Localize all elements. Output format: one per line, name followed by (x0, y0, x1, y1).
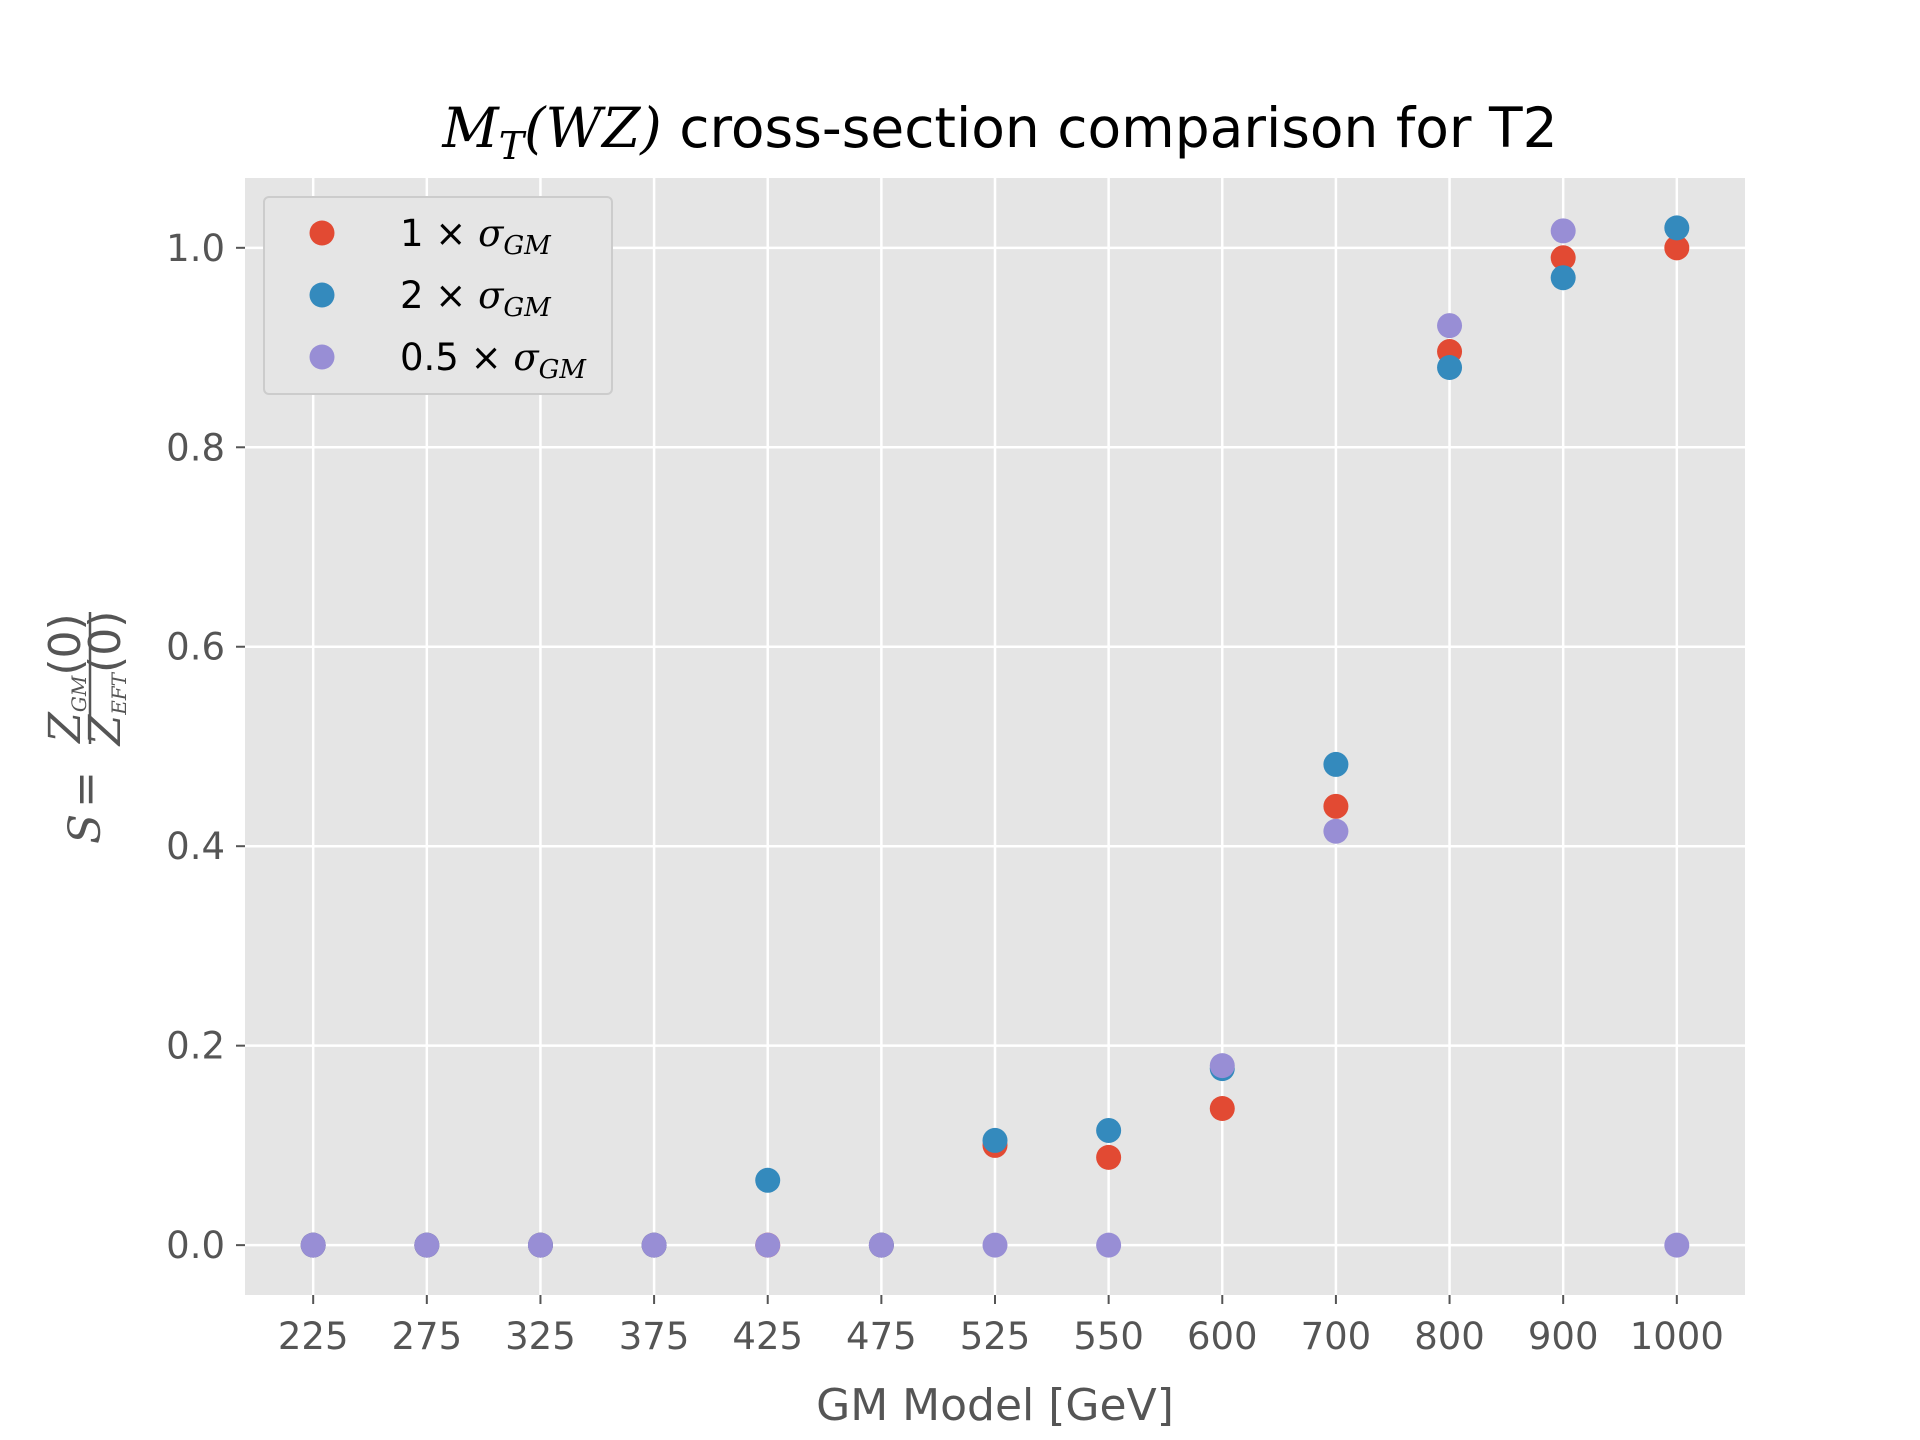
x-tick-label: 225 (278, 1315, 349, 1358)
x-axis-label: GM Model [GeV] (816, 1380, 1174, 1431)
x-tick-label: 800 (1414, 1315, 1485, 1358)
y-tick-label: 1.0 (166, 227, 225, 270)
data-point-series-1 (1096, 1144, 1122, 1170)
data-point-series-3 (527, 1232, 553, 1258)
x-tick-label: 600 (1187, 1315, 1258, 1358)
x-tick-label: 700 (1301, 1315, 1372, 1358)
x-tick-label: 375 (619, 1315, 690, 1358)
x-tick-label: 550 (1073, 1315, 1144, 1358)
data-point-series-2 (1664, 215, 1690, 241)
svg-text:ZEFT(0): ZEFT(0) (80, 611, 131, 748)
legend-marker (309, 220, 335, 246)
data-point-series-3 (755, 1232, 781, 1258)
data-points (300, 215, 1690, 1258)
data-point-series-1 (1664, 235, 1690, 261)
data-point-series-2 (1550, 265, 1576, 291)
data-point-series-2 (755, 1167, 781, 1193)
data-point-series-3 (1209, 1053, 1235, 1079)
x-tick-label: 1000 (1630, 1315, 1724, 1358)
y-tick-label: 0.0 (166, 1224, 225, 1267)
data-point-series-1 (1209, 1096, 1235, 1122)
x-tick-label: 900 (1528, 1315, 1599, 1358)
legend-box (263, 196, 613, 395)
data-point-series-3 (1096, 1232, 1122, 1258)
data-point-series-3 (1550, 218, 1576, 244)
x-tick-label: 425 (732, 1315, 803, 1358)
data-point-series-2 (1323, 751, 1349, 777)
grid-lines (245, 178, 1745, 1295)
data-point-series-2 (1437, 354, 1463, 380)
y-tick-label: 0.8 (166, 426, 225, 469)
legend-entry-label: 0.5 × σGM (400, 336, 587, 385)
x-tick-label: 325 (505, 1315, 576, 1358)
legend-marker (309, 344, 335, 370)
legend-entry-label: 1 × σGM (400, 212, 552, 261)
data-point-series-2 (1096, 1117, 1122, 1143)
y-tick-label: 0.2 (166, 1025, 225, 1068)
data-point-series-1 (1323, 793, 1349, 819)
data-point-series-3 (1664, 1232, 1690, 1258)
x-axis-ticks: 225 275 325 375 425 475 525 550 600 700 800 900 1000 (278, 1295, 1724, 1358)
y-tick-label: 0.4 (166, 825, 225, 868)
x-tick-label: 275 (392, 1315, 463, 1358)
x-tick-label: 475 (846, 1315, 917, 1358)
legend-marker (309, 282, 335, 308)
data-point-series-3 (868, 1232, 894, 1258)
data-point-series-2 (982, 1127, 1008, 1153)
svg-text:S=: S= (60, 771, 111, 844)
y-tick-label: 0.6 (166, 626, 225, 669)
data-point-series-3 (300, 1232, 326, 1258)
svg-text:ZGM(0): ZGM(0) (40, 613, 91, 744)
data-point-series-3 (414, 1232, 440, 1258)
y-axis-label: S= ZGM(0) ZEFT(0) (40, 611, 131, 844)
data-point-series-3 (1323, 818, 1349, 844)
data-point-series-3 (982, 1232, 1008, 1258)
data-point-series-3 (1437, 313, 1463, 339)
legend: 1 × σGM 2 × σGM 0.5 × σGM (263, 196, 613, 395)
y-axis-ticks: 0.0 0.2 0.4 0.6 0.8 1.0 (166, 227, 245, 1267)
chart-title: MT(WZ) cross-section comparison for T2 (441, 96, 1557, 168)
data-point-series-1 (1550, 245, 1576, 271)
legend-entry-label: 2 × σGM (400, 274, 552, 323)
x-tick-label: 525 (960, 1315, 1031, 1358)
data-point-series-3 (641, 1232, 667, 1258)
